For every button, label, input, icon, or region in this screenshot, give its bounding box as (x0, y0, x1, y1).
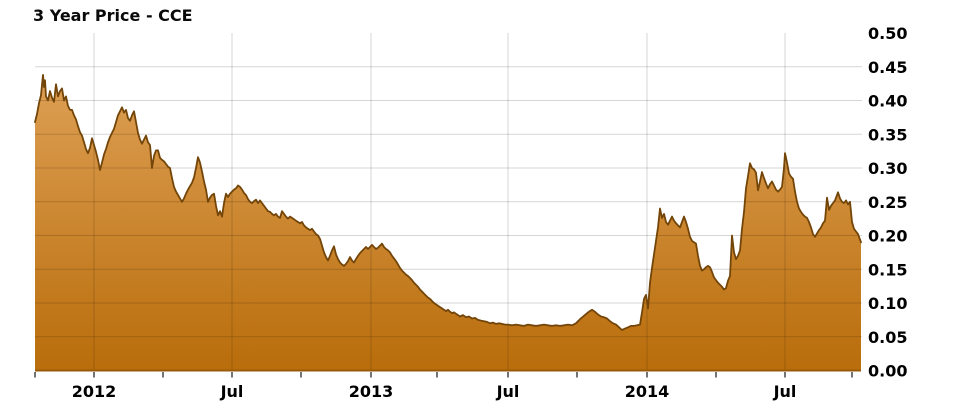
y-axis-label: 0.25 (868, 193, 907, 212)
price-line (34, 74, 862, 331)
y-axis-label: 0.05 (868, 328, 907, 347)
y-axis-label: 0.50 (868, 24, 907, 43)
y-axis-label: 0.20 (868, 227, 907, 246)
x-axis-label: 2014 (625, 382, 670, 401)
x-axis-label: 2013 (349, 382, 394, 401)
y-axis-label: 0.30 (868, 159, 907, 178)
x-axis-label: 2012 (72, 382, 117, 401)
chart-title: 3 Year Price - CCE (33, 6, 193, 25)
y-axis-label: 0.10 (868, 294, 907, 313)
price-area-fill (35, 74, 861, 371)
y-axis-label: 0.00 (868, 362, 907, 381)
x-axis-label: Jul (496, 382, 520, 401)
y-axis-label: 0.40 (868, 92, 907, 111)
y-axis-label: 0.45 (868, 58, 907, 77)
y-axis-label: 0.15 (868, 260, 907, 279)
x-axis-label: Jul (220, 382, 244, 401)
x-axis-label: Jul (773, 382, 797, 401)
y-axis-label: 0.35 (868, 125, 907, 144)
